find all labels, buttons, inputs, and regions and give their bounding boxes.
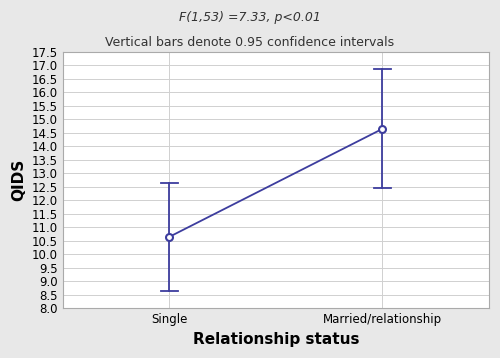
- Y-axis label: QIDS: QIDS: [11, 159, 26, 201]
- Text: Vertical bars denote 0.95 confidence intervals: Vertical bars denote 0.95 confidence int…: [106, 36, 395, 49]
- X-axis label: Relationship status: Relationship status: [192, 332, 359, 347]
- Text: F(1,53) =7.33, p<0.01: F(1,53) =7.33, p<0.01: [179, 11, 321, 24]
